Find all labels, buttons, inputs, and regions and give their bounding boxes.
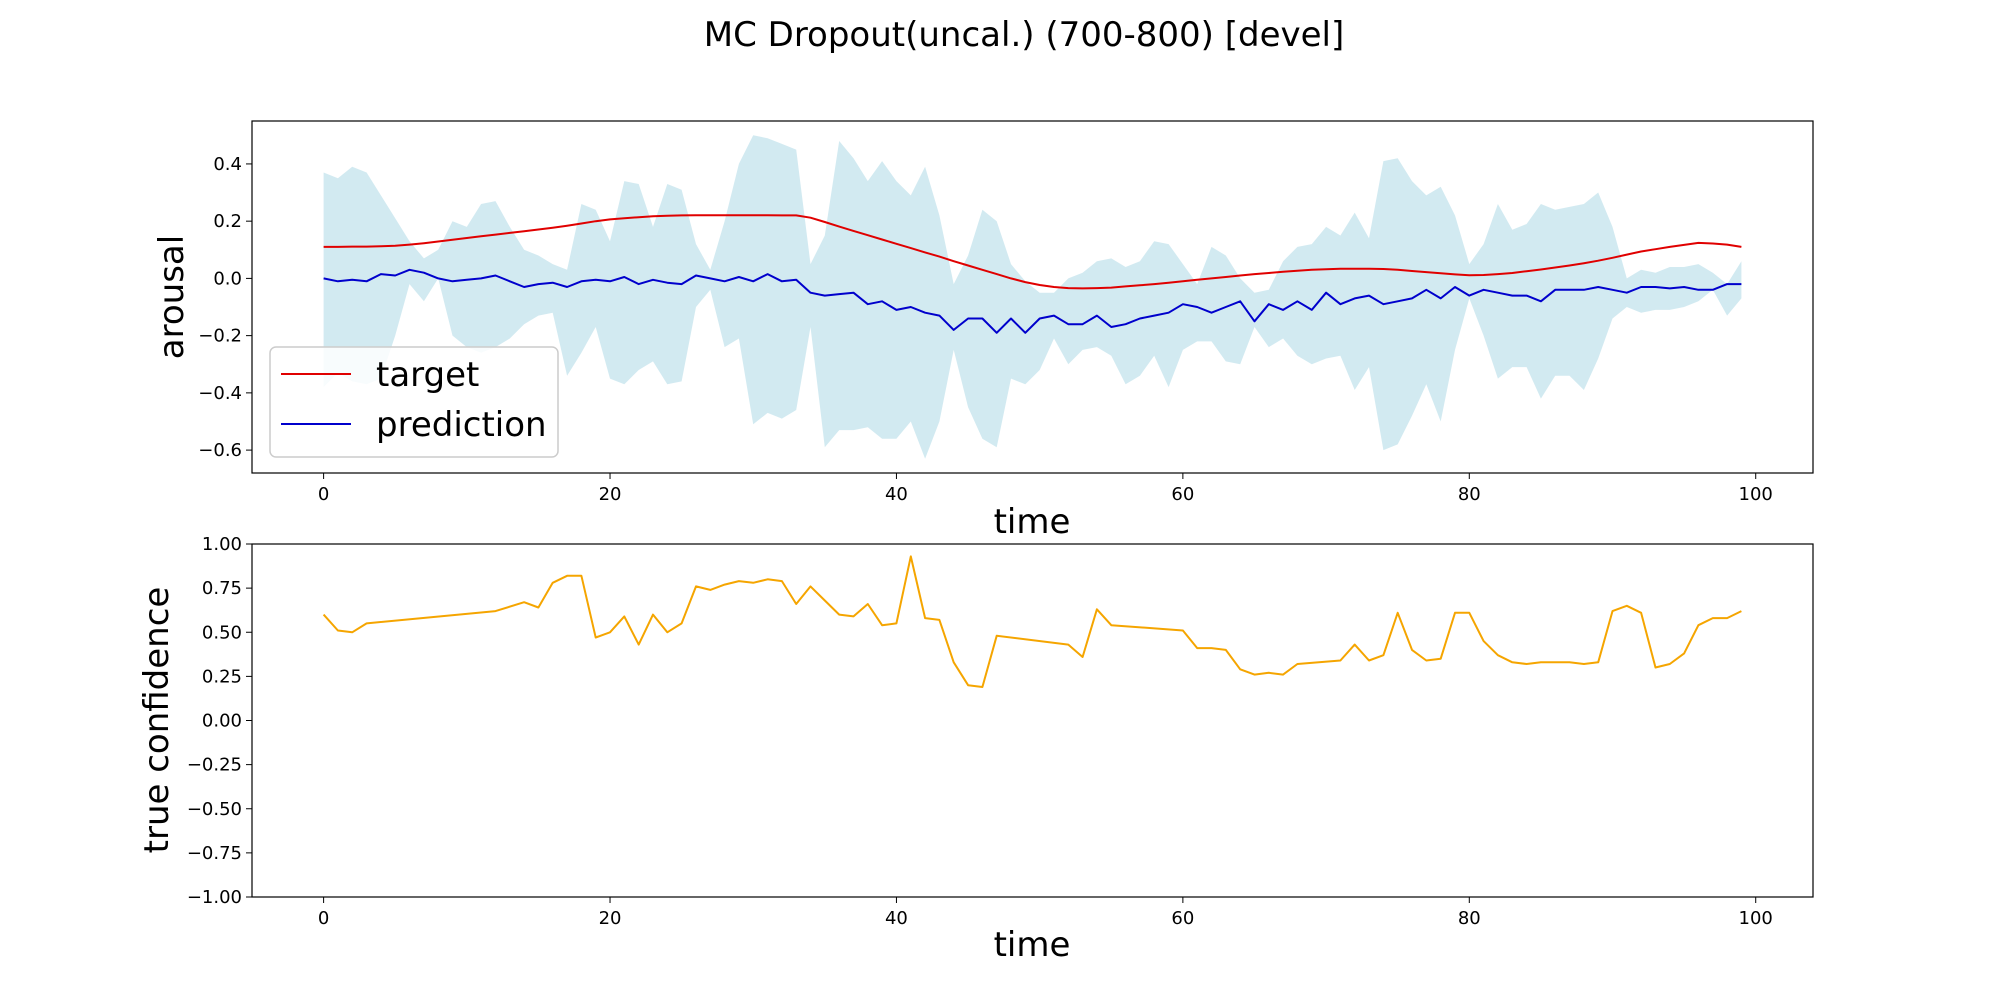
x-tick-label: 60 <box>1171 908 1194 929</box>
arousal-x-axis-label: time <box>994 502 1071 542</box>
y-tick-label: 0.4 <box>213 154 242 175</box>
x-tick-label: 100 <box>1739 908 1773 929</box>
x-tick-label: 40 <box>885 908 908 929</box>
y-tick-label: −0.4 <box>198 383 242 404</box>
confidence-y-axis-label: true confidence <box>137 587 177 854</box>
confidence-panel: 0 20 40 60 80 100 −1.00 −0.75 −0.50 −0.25 0.00 0.2… <box>137 534 1814 965</box>
arousal-axes-frame <box>251 120 1814 474</box>
y-tick-label: −0.2 <box>198 326 242 347</box>
y-tick-label: −0.6 <box>198 440 242 461</box>
x-tick-label: 80 <box>1458 484 1481 505</box>
arousal-x-ticks: 0 20 40 60 80 100 <box>318 473 1773 505</box>
confidence-x-ticks: 0 20 40 60 80 100 <box>318 897 1773 929</box>
x-tick-label: 0 <box>318 484 329 505</box>
confidence-y-ticks: −1.00 −0.75 −0.50 −0.25 0.00 0.25 0.50 0.75 1.00 <box>187 534 252 908</box>
confidence-axes-frame <box>251 543 1814 898</box>
y-tick-label: 1.00 <box>202 534 242 555</box>
y-tick-label: 0.2 <box>213 211 242 232</box>
y-tick-label: −0.50 <box>187 799 242 820</box>
y-tick-label: 0.50 <box>202 622 242 643</box>
legend-label-target: target <box>376 355 479 395</box>
x-tick-label: 60 <box>1171 484 1194 505</box>
confidence-line <box>322 555 1742 688</box>
confidence-x-axis-label: time <box>994 925 1071 965</box>
arousal-lines <box>323 214 1742 334</box>
x-tick-label: 0 <box>318 908 329 929</box>
x-tick-label: 100 <box>1739 484 1773 505</box>
y-tick-label: 0.0 <box>213 268 242 289</box>
arousal-panel: 0 20 40 60 80 100 −0.6−0.4−0.20.00.20.4 time … <box>152 120 1814 542</box>
target-line <box>323 214 1742 290</box>
legend-label-prediction: prediction <box>376 405 547 445</box>
arousal-y-axis-label: arousal <box>152 235 192 359</box>
x-tick-label: 40 <box>885 484 908 505</box>
figure-title: MC Dropout(uncal.) (700-800) [devel] <box>704 15 1345 55</box>
x-tick-label: 20 <box>599 484 622 505</box>
y-tick-label: 0.00 <box>202 711 242 732</box>
y-tick-label: −1.00 <box>187 887 242 908</box>
x-tick-label: 80 <box>1458 908 1481 929</box>
confidence-lines <box>322 555 1742 688</box>
legend: target prediction <box>269 346 559 458</box>
y-tick-label: 0.75 <box>202 578 242 599</box>
y-tick-label: −0.25 <box>187 755 242 776</box>
y-tick-label: −0.75 <box>187 843 242 864</box>
y-tick-label: 0.25 <box>202 666 242 687</box>
x-tick-label: 20 <box>599 908 622 929</box>
prediction-line <box>323 268 1742 334</box>
arousal-y-ticks: −0.6 −0.4 −0.2 0.0 0.2 0.4 <box>198 154 252 461</box>
